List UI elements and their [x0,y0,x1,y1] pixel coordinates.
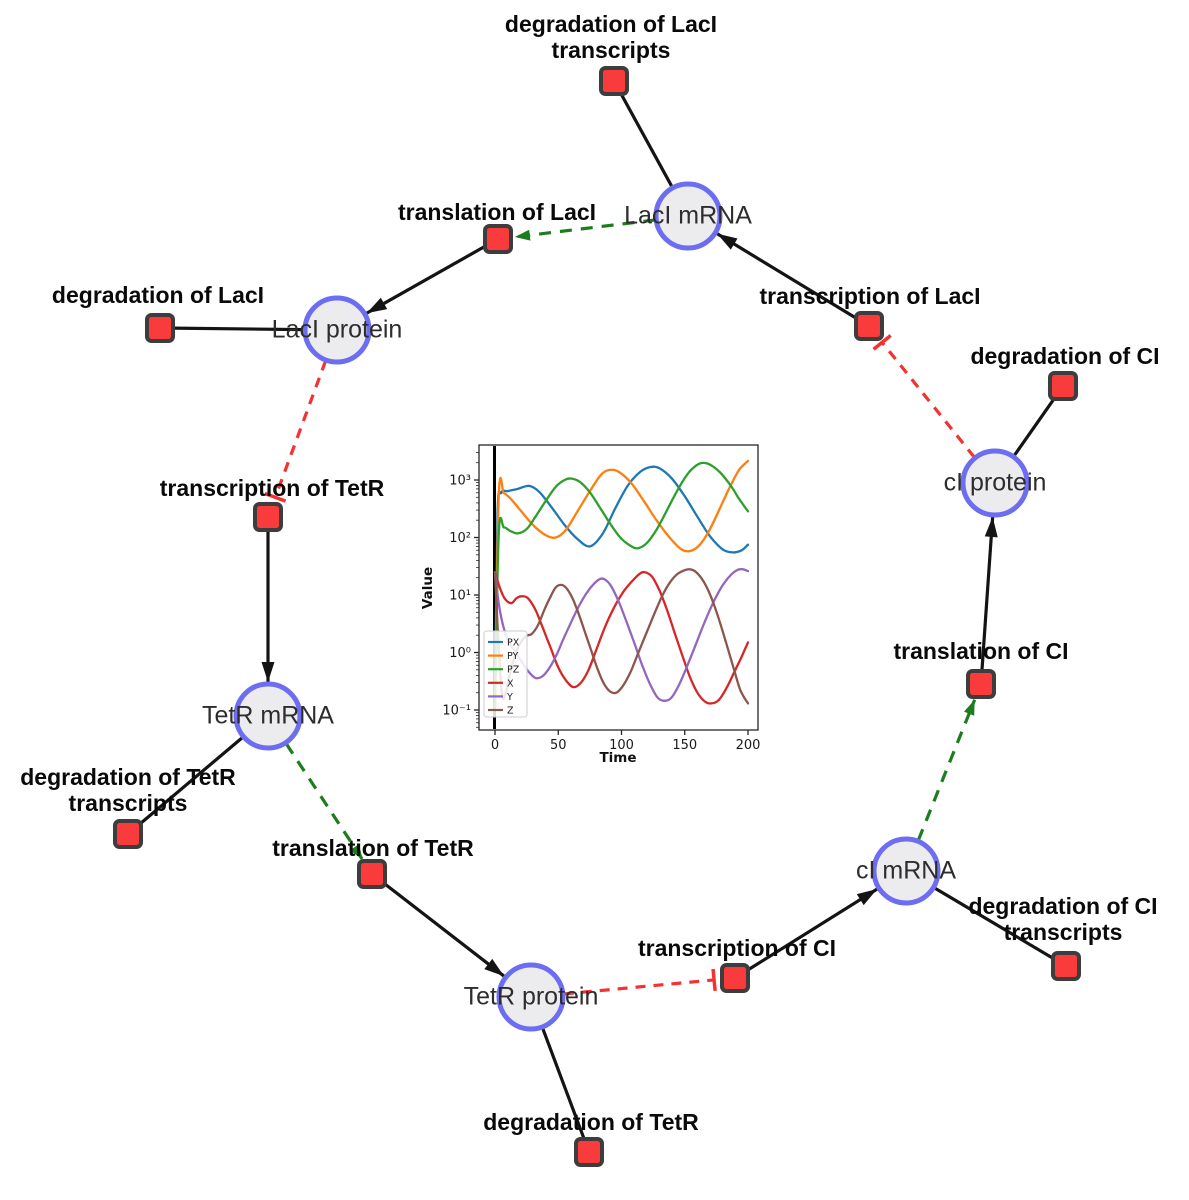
edge-product-translation_CI-to-cI_protein [980,516,998,673]
edge-product-translation_LacI-to-LacI_protein [365,243,489,315]
reaction-node-transcription_CI [720,963,750,993]
edge-reactant-TetR_protein-to-deg_TetR [541,1027,586,1141]
reaction-node-transcription_TetR [253,502,283,532]
species-node-cI_protein [960,448,1030,518]
reaction-node-translation_LacI [483,224,513,254]
edge-reactant-TetR_mRNA-to-deg_TetR_tx [136,736,244,827]
reaction-node-transcription_LacI [854,311,884,341]
legend-entry-Y: Y [506,692,513,703]
y-axis-title: Value [420,567,436,609]
x-axis-tick-label: 50 [550,738,567,753]
chart-legend-box [483,630,528,718]
edge-reactant-LacI_mRNA-to-deg_LacI_tx [618,91,674,188]
legend-entry-Z: Z [507,706,514,717]
legend-entry-PX: PX [507,638,520,649]
legend-entry-PZ: PZ [507,665,520,676]
reaction-node-translation_CI [966,669,996,699]
edge-modifier-cI_mRNA-to-translation_CI [916,699,977,841]
series-PY [493,459,750,712]
edge-inhibition-cI_protein-to-transcription_LacI [872,334,976,459]
x-axis-tick-label: 150 [672,738,697,753]
y-axis-tick-label: 10¹ [449,589,471,604]
x-axis-tick-label: 0 [491,738,499,753]
species-node-TetR_protein [496,962,566,1032]
series-Y [493,567,750,702]
reaction-node-translation_TetR [357,859,387,889]
edge-modifier-TetR_mRNA-to-translation_TetR [284,742,364,861]
reaction-node-deg_LacI [145,313,175,343]
reaction-node-deg_LacI_tx [599,66,629,96]
edge-inhibition-TetR_protein-to-transcription_CI [563,968,717,996]
x-axis-tick-label: 100 [609,738,634,753]
x-axis-tick-label: 200 [736,738,761,753]
series-PX [493,465,750,712]
legend-entry-X: X [507,678,514,689]
chart-legend: PX PY PZ XYZ [483,630,528,718]
edge-reactant-LacI_protein-to-deg_LacI [172,326,305,332]
edge-inhibition-LacI_protein-to-transcription_TetR [264,360,328,503]
species-node-TetR_mRNA [233,681,303,751]
y-axis-tick-label: 10³ [449,474,471,489]
edge-reactant-cI_protein-to-deg_CI [1012,395,1057,457]
species-node-LacI_protein [302,295,372,365]
species-node-LacI_mRNA [653,181,723,251]
edge-product-transcription_LacI-to-LacI_mRNA [716,232,860,322]
edge-modifier-LacI_mRNA-to-translation_LacI [514,218,656,241]
reaction-node-deg_TetR_tx [113,819,143,849]
y-axis-tick-label: 10² [449,531,471,546]
reaction-node-deg_CI_tx [1051,951,1081,981]
y-axis-tick-label: 10⁰ [449,646,471,661]
edge-reactant-cI_mRNA-to-deg_CI_tx [933,886,1056,961]
y-axis-tick-label: 10⁻¹ [442,704,471,719]
reaction-node-deg_TetR [574,1137,604,1167]
series-PZ [493,461,750,712]
edge-product-transcription_CI-to-cI_mRNA [744,887,879,973]
reaction-node-deg_CI [1048,371,1078,401]
species-node-cI_mRNA [871,836,941,906]
legend-entry-PY: PY [507,651,519,662]
edge-product-translation_TetR-to-TetR_protein [380,880,506,978]
x-axis-title: Time [599,750,636,766]
